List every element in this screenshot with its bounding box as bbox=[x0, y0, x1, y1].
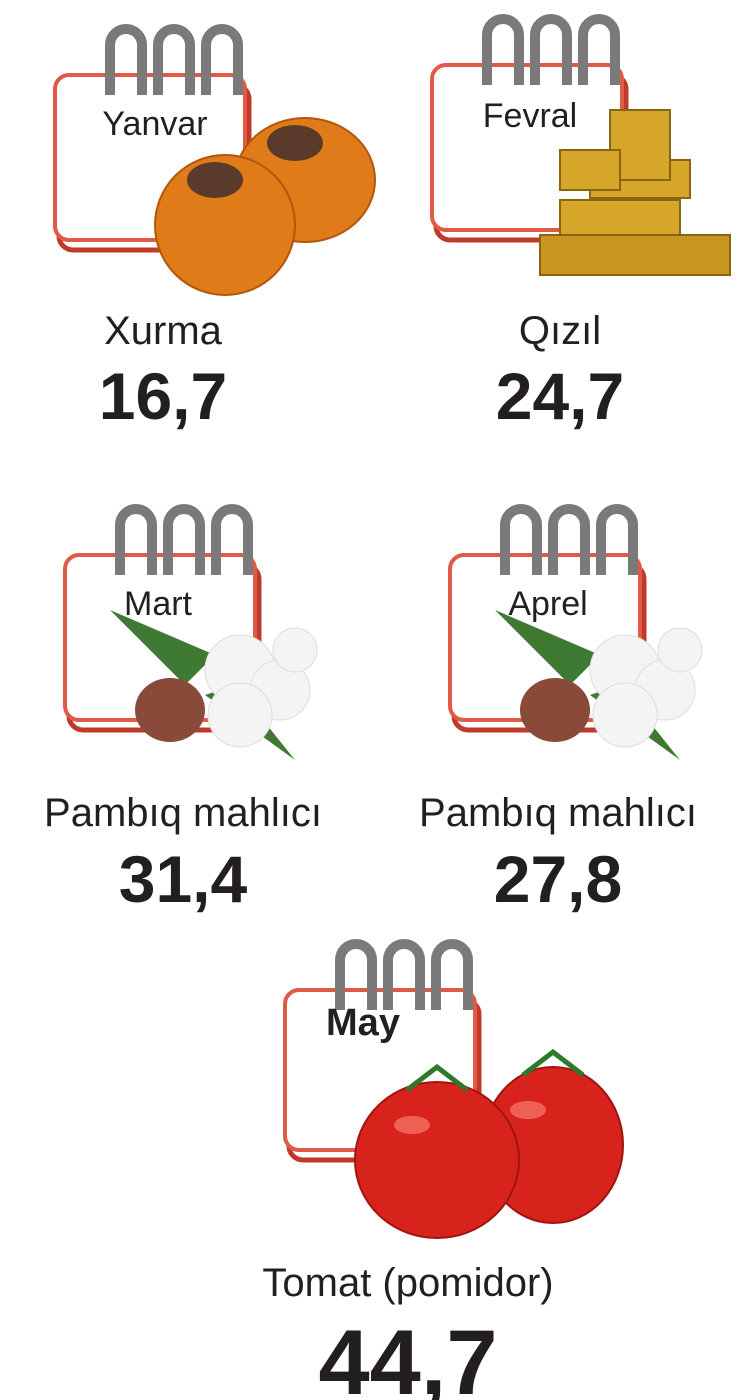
month-label: Aprel bbox=[508, 585, 587, 623]
gold-bar bbox=[560, 150, 620, 190]
gold-bar bbox=[540, 235, 730, 275]
cotton-boll bbox=[520, 678, 590, 742]
cotton-fluff bbox=[658, 628, 702, 672]
month-label: May bbox=[326, 1002, 400, 1044]
month-card: May Tomat (pomidor) 44,7 bbox=[262, 944, 623, 1400]
product-name: Xurma bbox=[104, 309, 223, 353]
infographic: Yanvar Xurma 16,7 Fevral Qızıl 24,7 Mart Pambıq… bbox=[0, 0, 751, 1400]
product-name: Pambıq mahlıcı bbox=[419, 791, 697, 835]
tomato-shine bbox=[394, 1116, 430, 1134]
product-value: 31,4 bbox=[119, 842, 248, 916]
product-value: 16,7 bbox=[99, 359, 227, 433]
cotton-fluff bbox=[273, 628, 317, 672]
cotton-fluff bbox=[593, 683, 657, 747]
cotton-boll bbox=[135, 678, 205, 742]
month-label: Yanvar bbox=[102, 105, 207, 143]
month-card: Yanvar Xurma 16,7 bbox=[55, 29, 375, 433]
cotton-fluff bbox=[208, 683, 272, 747]
month-card: Mart Pambıq mahlıcı 31,4 bbox=[44, 509, 322, 916]
persimmon-cap bbox=[187, 162, 243, 198]
product-value: 44,7 bbox=[318, 1312, 497, 1400]
month-label: Fevral bbox=[483, 97, 577, 135]
month-label: Mart bbox=[124, 585, 193, 623]
product-name: Qızıl bbox=[519, 309, 601, 353]
month-card: Aprel Pambıq mahlıcı 27,8 bbox=[419, 509, 702, 916]
product-value: 24,7 bbox=[496, 359, 624, 433]
tomato bbox=[355, 1082, 519, 1238]
product-name: Pambıq mahlıcı bbox=[44, 791, 322, 835]
product-name: Tomat (pomidor) bbox=[262, 1261, 553, 1305]
month-card: Fevral Qızıl 24,7 bbox=[432, 19, 730, 433]
persimmon-cap bbox=[267, 125, 323, 161]
tomato-shine bbox=[510, 1101, 546, 1119]
product-value: 27,8 bbox=[494, 842, 622, 916]
